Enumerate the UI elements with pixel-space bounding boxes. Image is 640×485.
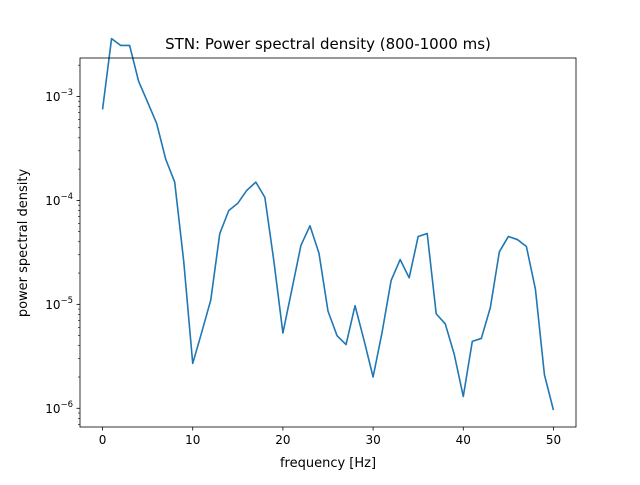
- x-axis-label: frequency [Hz]: [280, 456, 376, 471]
- psd-data-point: [174, 181, 176, 183]
- psd-data-point: [255, 181, 257, 183]
- psd-data-point: [444, 323, 446, 325]
- psd-data-point: [471, 341, 473, 343]
- psd-data-point: [291, 288, 293, 290]
- y-tick-label: 10−6: [45, 400, 73, 416]
- psd-data-point: [129, 45, 131, 47]
- psd-data-point: [210, 299, 212, 301]
- psd-data-point: [183, 260, 185, 262]
- psd-data-point: [372, 376, 374, 378]
- psd-data-point: [309, 225, 311, 227]
- psd-data-point: [282, 332, 284, 334]
- psd-data-point: [246, 190, 248, 192]
- x-tick-label: 40: [456, 433, 471, 447]
- psd-data-point: [327, 310, 329, 312]
- psd-data-point: [300, 244, 302, 246]
- psd-data-point: [544, 374, 546, 376]
- psd-data-point: [390, 280, 392, 282]
- psd-data-point: [147, 101, 149, 103]
- psd-data-point: [499, 251, 501, 253]
- psd-data-point: [381, 331, 383, 333]
- psd-data-point: [336, 335, 338, 337]
- psd-data-point: [481, 338, 483, 340]
- psd-data-point: [490, 307, 492, 309]
- psd-data-point: [553, 409, 555, 411]
- x-tick-label: 50: [546, 433, 561, 447]
- y-tick-label: 10−5: [45, 296, 73, 312]
- psd-data-point: [111, 38, 113, 40]
- psd-data-point: [138, 80, 140, 82]
- psd-data-point: [102, 109, 104, 111]
- chart-title: STN: Power spectral density (800-1000 ms…: [165, 35, 491, 53]
- psd-data-point: [264, 197, 266, 199]
- psd-data-point: [165, 158, 167, 160]
- psd-data-point: [535, 288, 537, 290]
- axes-frame: [79, 57, 577, 428]
- psd-data-point: [345, 344, 347, 346]
- psd-data-point: [426, 233, 428, 235]
- x-tick-label: 10: [185, 433, 200, 447]
- y-axis-label: power spectral density: [16, 169, 31, 318]
- psd-data-point: [435, 313, 437, 315]
- psd-data-point: [237, 202, 239, 204]
- psd-data-point: [508, 236, 510, 238]
- psd-data-point: [354, 305, 356, 307]
- psd-data-point: [462, 396, 464, 398]
- psd-data-point: [399, 259, 401, 261]
- x-tick-label: 0: [99, 433, 107, 447]
- psd-data-point: [408, 277, 410, 279]
- psd-data-point: [273, 260, 275, 262]
- psd-data-point: [517, 239, 519, 241]
- psd-data-point: [156, 123, 158, 125]
- plot-area: 10−6 10−5 10−4 10−3 0 10 20 30 40 50: [45, 37, 577, 447]
- psd-data-point: [228, 210, 230, 212]
- psd-series-line: [101, 37, 555, 411]
- psd-data-point: [526, 246, 528, 248]
- x-tick-label: 20: [275, 433, 290, 447]
- y-tick-label: 10−4: [45, 192, 73, 208]
- psd-data-point: [363, 340, 365, 342]
- psd-data-point: [192, 363, 194, 365]
- psd-data-point: [417, 236, 419, 238]
- psd-data-point: [201, 331, 203, 333]
- psd-data-point: [318, 252, 320, 254]
- psd-data-point: [453, 354, 455, 356]
- psd-data-point: [219, 233, 221, 235]
- psd-data-point: [120, 45, 122, 47]
- y-tick-label: 10−3: [45, 88, 73, 104]
- x-tick-label: 30: [365, 433, 380, 447]
